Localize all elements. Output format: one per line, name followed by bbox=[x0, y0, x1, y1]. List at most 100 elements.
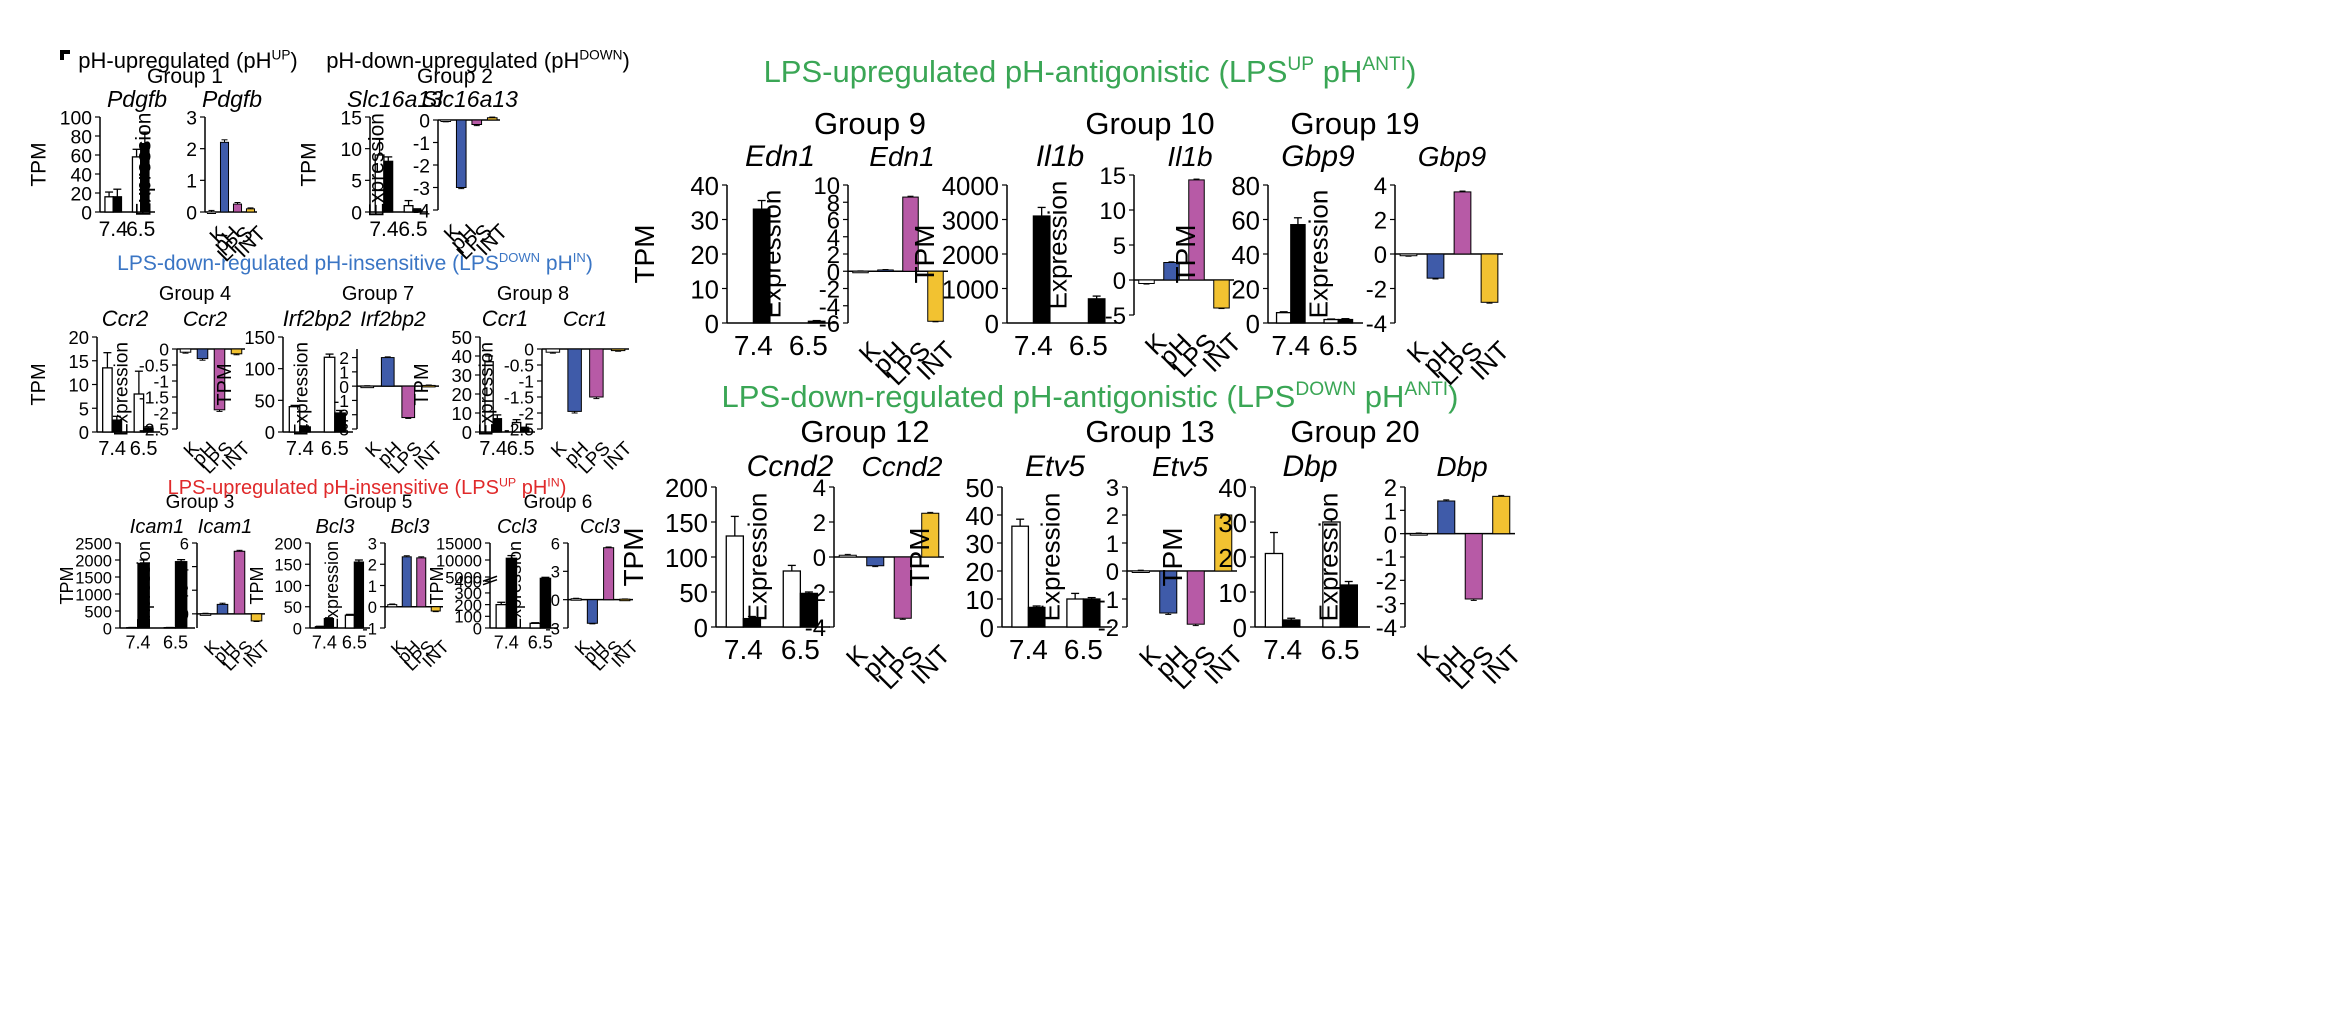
heading-ph-up: pH-upregulated (pHUP) bbox=[78, 48, 298, 73]
heading-superscript: UP bbox=[499, 475, 516, 489]
y-axis-label: TPM bbox=[1157, 527, 1188, 586]
bar bbox=[1410, 534, 1427, 536]
bar bbox=[431, 607, 440, 611]
gene-title: Ccl3 bbox=[497, 516, 537, 538]
y-tick-label: 0 bbox=[1233, 615, 1247, 643]
y-axis-label: Expression bbox=[112, 342, 133, 436]
y-tick-label: 20 bbox=[452, 384, 472, 405]
y-tick-label: -6 bbox=[819, 311, 840, 338]
y-axis-label: TPM bbox=[297, 142, 320, 186]
y-tick-label: 5 bbox=[351, 172, 362, 193]
y-tick-label: 15 bbox=[341, 108, 362, 129]
y-tick-label: 0 bbox=[551, 591, 560, 610]
y-axis-label: Expression bbox=[1035, 493, 1065, 622]
y-tick-label: 0 bbox=[1374, 242, 1387, 269]
group-title: Group 4 bbox=[159, 283, 231, 305]
gene-title: Bcl3 bbox=[316, 516, 355, 538]
bar bbox=[590, 349, 603, 397]
y-tick-label: 20 bbox=[69, 327, 89, 348]
y-tick-label: 150 bbox=[274, 556, 302, 575]
heading-text: pH-down-upregulated (pH bbox=[326, 48, 579, 73]
group-title: Group 8 bbox=[497, 283, 569, 305]
group-title: Group 7 bbox=[342, 283, 414, 305]
heading-text: pH bbox=[1314, 54, 1362, 89]
heading-text: LPS-down-regulated pH-antigonistic (LPS bbox=[722, 379, 1296, 414]
x-tick-label: 6.5 bbox=[163, 633, 188, 653]
y-tick-label: 30 bbox=[1218, 510, 1247, 538]
bar bbox=[233, 204, 241, 212]
y-tick-label: 10 bbox=[690, 276, 719, 304]
y-tick-label: 2000 bbox=[942, 242, 999, 270]
y-axis-label: TPM bbox=[427, 567, 447, 605]
y-tick-label: 40 bbox=[690, 173, 719, 201]
panel-letter-mark bbox=[62, 52, 70, 60]
group-title: Group 10 bbox=[1085, 106, 1214, 141]
x-tick-label: 6.5 bbox=[1319, 330, 1358, 361]
y-tick-label: 2 bbox=[813, 510, 826, 537]
x-tick-label: INT bbox=[600, 438, 637, 475]
bar bbox=[251, 614, 262, 621]
gene-title: Ccr2 bbox=[183, 308, 228, 331]
y-tick-label: 50 bbox=[679, 580, 708, 608]
y-axis-label: Expression bbox=[1303, 190, 1333, 319]
bar bbox=[388, 605, 397, 607]
bar bbox=[546, 349, 559, 352]
heading-superscript: DOWN bbox=[579, 48, 622, 63]
x-tick-label: 6.5 bbox=[507, 438, 535, 460]
y-axis-label: TPM bbox=[909, 224, 940, 283]
y-axis-label: Expression bbox=[1313, 493, 1343, 622]
y-tick-label: 0 bbox=[79, 422, 89, 443]
bar bbox=[1324, 320, 1338, 323]
y-tick-label: 10 bbox=[452, 403, 472, 424]
x-tick-label: 7.4 bbox=[312, 633, 337, 653]
y-tick-label: 0 bbox=[980, 615, 994, 643]
x-tick-label: 7.4 bbox=[125, 633, 150, 653]
gene-title: Icam1 bbox=[198, 516, 252, 538]
y-tick-label: 0 bbox=[351, 203, 362, 224]
gene-title: Irf2bp2 bbox=[360, 308, 426, 331]
y-axis-label: TPM bbox=[28, 363, 50, 405]
bar bbox=[1088, 299, 1105, 323]
x-tick-label: 7.4 bbox=[1014, 330, 1053, 361]
y-axis-label: Expression bbox=[292, 342, 313, 436]
x-tick-label: 7.4 bbox=[99, 218, 129, 241]
y-tick-label: -2.5 bbox=[504, 420, 534, 440]
y-tick-label: 0 bbox=[368, 598, 377, 617]
y-tick-label: 80 bbox=[71, 127, 92, 148]
bar bbox=[197, 349, 208, 359]
bar bbox=[1277, 313, 1291, 323]
gene-title: Dbp bbox=[1282, 450, 1337, 483]
y-tick-label: 50 bbox=[965, 475, 994, 503]
heading-lps-up-in: LPS-upregulated pH-insensitive (LPSUP pH… bbox=[168, 475, 567, 499]
gene-title: Slc16a13 bbox=[422, 86, 518, 112]
y-tick-label: 40 bbox=[71, 165, 92, 186]
heading-superscript: ANTI bbox=[1362, 54, 1406, 75]
x-tick-label: 6.5 bbox=[130, 438, 158, 460]
gene-title: Pdgfb bbox=[107, 86, 167, 112]
bar bbox=[853, 271, 869, 273]
gene-title: Ccl3 bbox=[580, 516, 620, 538]
heading-superscript: IN bbox=[547, 475, 559, 489]
bar bbox=[472, 120, 482, 125]
y-tick-label: 3 bbox=[1106, 475, 1119, 502]
y-tick-label: 2000 bbox=[75, 551, 112, 570]
bar bbox=[587, 600, 597, 624]
y-tick-label: 50 bbox=[452, 327, 472, 348]
y-tick-label: -2 bbox=[805, 580, 826, 607]
y-tick-label: 3 bbox=[551, 563, 560, 582]
y-tick-label: 20 bbox=[1218, 545, 1247, 573]
y-tick-label: 80 bbox=[1231, 173, 1260, 201]
bar bbox=[113, 197, 121, 212]
y-tick-label: 60 bbox=[71, 146, 92, 167]
y-tick-label: 1 bbox=[368, 577, 377, 596]
y-tick-label: 0 bbox=[462, 422, 472, 443]
x-tick-label: 6.5 bbox=[1069, 330, 1108, 361]
y-tick-label: 4 bbox=[1374, 173, 1387, 200]
y-tick-label: -2.5 bbox=[139, 420, 169, 440]
bar bbox=[1214, 280, 1230, 308]
y-tick-label: 2 bbox=[180, 582, 189, 601]
y-axis-label: TPM bbox=[1170, 224, 1201, 283]
y-axis-label: Expression bbox=[132, 113, 155, 217]
